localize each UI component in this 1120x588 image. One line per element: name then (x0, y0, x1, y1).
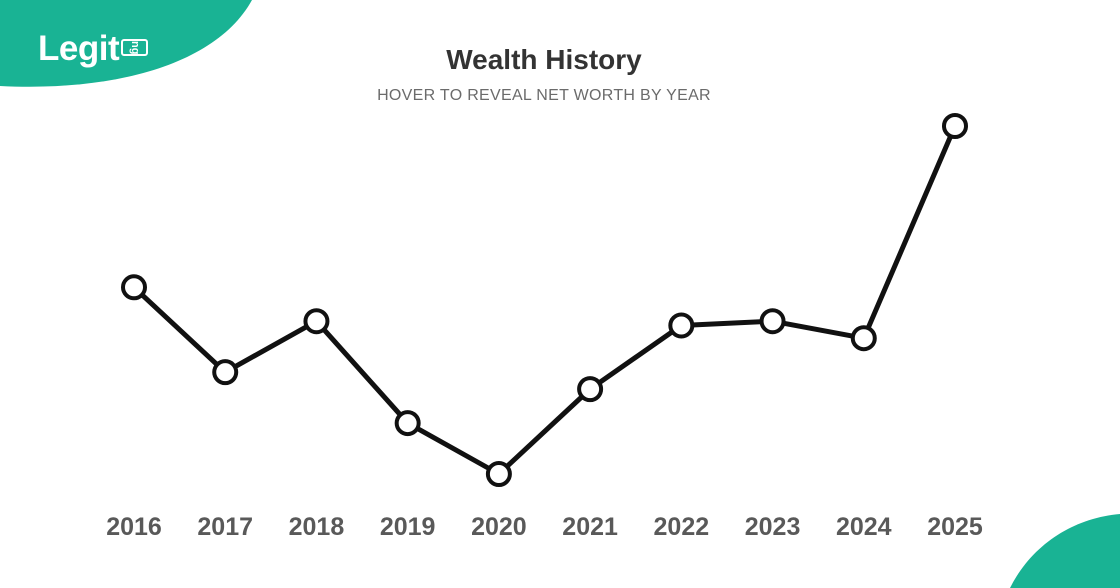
logo-wordmark: Legit (38, 29, 120, 68)
x-tick-label-2019: 2019 (380, 513, 436, 541)
x-tick-label-2025: 2025 (927, 513, 983, 541)
x-tick-label-2022: 2022 (654, 513, 710, 541)
data-point-2019[interactable] (394, 410, 421, 437)
data-point-2022[interactable] (668, 312, 695, 339)
x-tick-label-2023: 2023 (745, 513, 801, 541)
data-point-2021[interactable] (577, 376, 604, 403)
data-point-2024[interactable] (850, 325, 877, 352)
data-point-2017[interactable] (212, 359, 239, 386)
data-point-2025[interactable] (942, 113, 968, 139)
chart-title: Wealth History (446, 44, 642, 75)
data-point-2020[interactable] (485, 461, 512, 487)
series-line (132, 125, 958, 477)
chart-subtitle: HOVER TO REVEAL NET WORTH BY YEAR (377, 87, 711, 104)
x-tick-label-2024: 2024 (836, 513, 892, 541)
logo-tld-badge: ng (121, 39, 149, 57)
brand-corner-shape (0, 0, 252, 87)
brand-logo[interactable]: Legit ng (38, 29, 149, 68)
data-point-2018[interactable] (303, 308, 330, 335)
x-tick-label-2018: 2018 (289, 513, 345, 541)
x-tick-label-2021: 2021 (562, 513, 618, 541)
x-tick-label-2016: 2016 (106, 513, 162, 541)
x-tick-label-2017: 2017 (197, 513, 253, 541)
corner-decoration (1010, 514, 1120, 588)
data-point-2016[interactable] (121, 274, 147, 301)
data-point-2023[interactable] (759, 308, 786, 335)
x-tick-label-2020: 2020 (471, 513, 527, 541)
